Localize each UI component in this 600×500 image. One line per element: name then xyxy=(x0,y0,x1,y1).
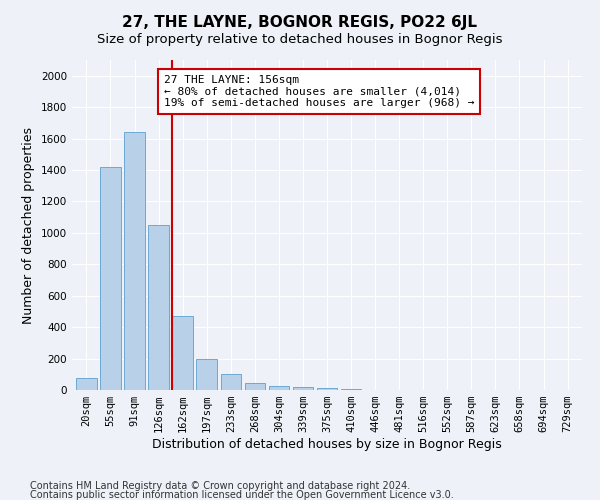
Text: Size of property relative to detached houses in Bognor Regis: Size of property relative to detached ho… xyxy=(97,32,503,46)
X-axis label: Distribution of detached houses by size in Bognor Regis: Distribution of detached houses by size … xyxy=(152,438,502,451)
Text: Contains HM Land Registry data © Crown copyright and database right 2024.: Contains HM Land Registry data © Crown c… xyxy=(30,481,410,491)
Bar xyxy=(76,378,97,390)
Bar xyxy=(221,374,241,390)
Bar xyxy=(196,358,217,390)
Bar xyxy=(100,167,121,390)
Text: 27 THE LAYNE: 156sqm
← 80% of detached houses are smaller (4,014)
19% of semi-de: 27 THE LAYNE: 156sqm ← 80% of detached h… xyxy=(164,75,475,108)
Bar xyxy=(172,316,193,390)
Bar xyxy=(245,383,265,390)
Text: 27, THE LAYNE, BOGNOR REGIS, PO22 6JL: 27, THE LAYNE, BOGNOR REGIS, PO22 6JL xyxy=(122,15,478,30)
Bar xyxy=(341,389,361,390)
Text: Contains public sector information licensed under the Open Government Licence v3: Contains public sector information licen… xyxy=(30,490,454,500)
Bar xyxy=(124,132,145,390)
Bar xyxy=(293,387,313,390)
Y-axis label: Number of detached properties: Number of detached properties xyxy=(22,126,35,324)
Bar xyxy=(269,386,289,390)
Bar xyxy=(317,388,337,390)
Bar xyxy=(148,225,169,390)
